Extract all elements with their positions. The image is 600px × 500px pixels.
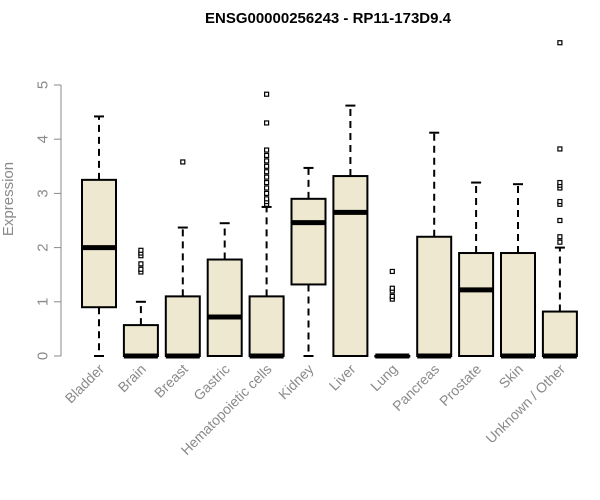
outlier-point	[264, 169, 270, 175]
box-kidney	[290, 166, 327, 357]
outlier-point	[138, 247, 144, 253]
outlier-point	[264, 174, 270, 180]
y-tick-label: 4	[35, 135, 52, 143]
x-tick-label: Bladder	[62, 361, 108, 407]
x-tick-label: Prostate	[436, 361, 484, 409]
y-tick-label: 0	[35, 352, 52, 360]
box-liver	[332, 104, 369, 357]
outlier-point	[264, 158, 270, 164]
box-breast	[164, 159, 201, 359]
iqr-box	[541, 310, 578, 357]
outlier-point	[264, 190, 270, 196]
box-lung	[374, 268, 411, 359]
box-pancreas	[416, 131, 453, 359]
outlier-point	[557, 234, 563, 240]
iqr-box	[458, 252, 495, 358]
outlier-point	[264, 147, 270, 153]
y-tick-label: 3	[35, 189, 52, 197]
outlier-point	[264, 185, 270, 191]
iqr-box	[332, 175, 369, 357]
y-tick-label: 1	[35, 298, 52, 306]
y-tick-label: 5	[35, 81, 52, 89]
y-tick-label: 2	[35, 243, 52, 251]
boxes	[81, 40, 578, 359]
outlier-point	[264, 196, 270, 202]
x-tick-label: Brain	[115, 361, 149, 395]
box-gastric	[206, 222, 243, 357]
outlier-point	[138, 266, 144, 272]
outlier-point	[264, 152, 270, 159]
outlier-point	[557, 146, 563, 152]
x-tick-label: Unknown / Other	[482, 361, 568, 447]
y-axis: 0 1 2 3 4 5	[35, 81, 62, 360]
outlier-point	[180, 159, 186, 165]
outlier-point	[557, 40, 563, 46]
outlier-point	[389, 268, 395, 275]
outlier-point	[389, 285, 395, 291]
box-prostate	[458, 181, 495, 358]
x-tick-label: Breast	[151, 361, 191, 401]
box-hematopoietic-cells	[248, 91, 285, 359]
outlier-point	[557, 179, 563, 186]
outlier-point	[264, 179, 270, 186]
outlier-point	[138, 261, 144, 267]
box-bladder	[81, 115, 117, 357]
outlier-point	[557, 198, 563, 205]
x-tick-label: Liver	[326, 361, 359, 394]
x-tick-label: Kidney	[275, 361, 317, 403]
iqr-box	[290, 197, 327, 286]
iqr-box	[81, 178, 117, 309]
outlier-point	[389, 293, 395, 299]
x-tick-label: Skin	[496, 361, 527, 392]
y-axis-label: Expression	[0, 162, 17, 236]
iqr-box	[500, 252, 536, 358]
outlier-point	[557, 217, 563, 224]
outlier-point	[264, 163, 270, 169]
iqr-box	[206, 258, 243, 357]
box-unknown-other	[541, 40, 578, 359]
outlier-point	[264, 91, 270, 97]
outlier-point	[557, 239, 563, 245]
iqr-box	[164, 295, 201, 358]
x-tick-label: Lung	[367, 361, 400, 394]
chart-title: ENSG00000256243 - RP11-173D9.4	[205, 10, 452, 27]
box-skin	[500, 183, 536, 359]
iqr-box	[122, 324, 159, 357]
x-tick-label: Pancreas	[389, 361, 442, 414]
box-brain	[122, 247, 159, 359]
outlier-point	[264, 120, 270, 126]
iqr-box	[248, 295, 285, 358]
iqr-box	[416, 235, 453, 357]
